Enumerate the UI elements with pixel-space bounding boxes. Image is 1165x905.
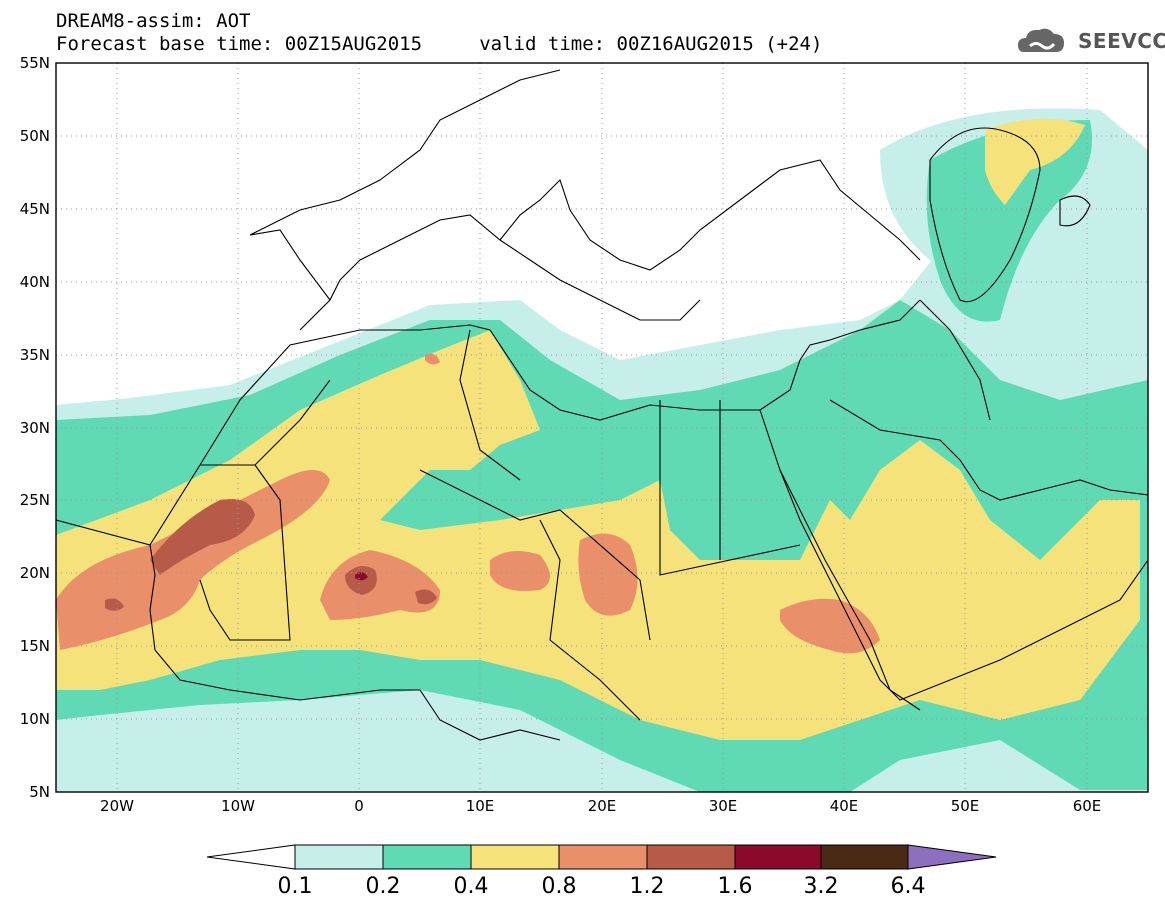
lat-tick-label: 15N <box>20 637 50 655</box>
colorbar-segment <box>382 844 472 870</box>
lon-tick-label: 10W <box>221 797 255 815</box>
lat-tick-label: 45N <box>20 200 50 218</box>
colorbar-label: 0.8 <box>542 874 577 899</box>
lat-tick-label: 25N <box>20 491 50 509</box>
lon-tick-label: 30E <box>709 797 738 815</box>
lat-tick-label: 10N <box>20 710 50 728</box>
colorbar-label: 3.2 <box>804 874 839 899</box>
coastlines <box>56 69 1148 741</box>
colorbar-label: 1.6 <box>718 874 753 899</box>
lon-tick-label: 60E <box>1073 797 1102 815</box>
lat-tick-label: 40N <box>20 273 50 291</box>
lon-tick-label: 20E <box>588 797 617 815</box>
plot-frame <box>55 62 1149 793</box>
colorbar-label: 0.4 <box>454 874 489 899</box>
logo-text: SEEVCCC <box>1078 29 1165 53</box>
colorbar-segment <box>820 844 909 870</box>
colorbar-segment <box>294 844 384 870</box>
lat-tick-label: 50N <box>20 127 50 145</box>
colorbar-segment <box>206 844 296 870</box>
colorbar <box>206 844 997 870</box>
lat-tick-label: 30N <box>20 419 50 437</box>
lat-tick-label: 5N <box>29 783 50 801</box>
colorbar-segment <box>558 844 648 870</box>
cloud-icon <box>1018 28 1064 52</box>
colorbar-segment <box>734 844 822 870</box>
lon-tick-label: 0 <box>354 797 364 815</box>
colorbar-label: 1.2 <box>630 874 665 899</box>
lon-tick-label: 40E <box>830 797 859 815</box>
lon-tick-label: 50E <box>951 797 980 815</box>
colorbar-segment <box>470 844 560 870</box>
latitude-axis: 55N 50N 45N 40N 35N 30N 25N 20N 15N 10N … <box>20 54 50 801</box>
map-subtitle: Forecast base time: 00Z15AUG2015 valid t… <box>56 33 823 55</box>
colorbar-label: 0.1 <box>278 874 313 899</box>
map-title: DREAM8-assim: AOT <box>56 10 251 32</box>
lat-tick-label: 35N <box>20 346 50 364</box>
lon-tick-label: 10E <box>466 797 495 815</box>
lon-tick-label: 20W <box>100 797 134 815</box>
colorbar-segment <box>646 844 736 870</box>
lat-tick-label: 55N <box>20 54 50 72</box>
lat-tick-label: 20N <box>20 564 50 582</box>
graticule <box>56 63 1148 792</box>
colorbar-label: 6.4 <box>891 874 926 899</box>
colorbar-segment <box>907 844 997 870</box>
colorbar-label: 0.2 <box>366 874 401 899</box>
colorbar-labels: 0.1 0.2 0.4 0.8 1.2 1.6 3.2 6.4 <box>278 874 926 899</box>
longitude-axis: 20W 10W 0 10E 20E 30E 40E 50E 60E <box>100 797 1101 815</box>
